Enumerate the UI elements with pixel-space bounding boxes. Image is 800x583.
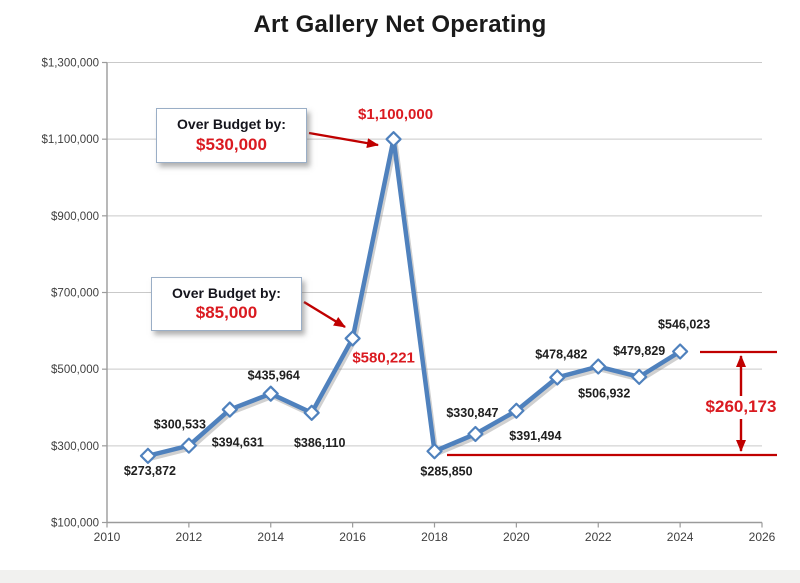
data-label-2014: $435,964 [248,369,300,383]
data-point-marker-2019 [467,425,484,443]
data-label-2018: $285,850 [420,464,472,478]
callout-arrow-1 [303,300,346,329]
data-point-marker-2014 [262,385,279,402]
chart-title: Art Gallery Net Operating [253,11,547,38]
data-label-2017: $1,100,000 [358,106,433,123]
callout-85k-title: Over Budget by: [172,284,281,301]
x-tick-label-2012: 2012 [176,530,203,544]
callout-arrow-0 [308,131,379,149]
data-point-marker-2018 [426,443,443,460]
data-point-marker-2015 [303,404,320,421]
x-tick-label-2024: 2024 [667,530,694,544]
data-point-marker-2021 [549,369,566,386]
y-tick-label-900000: $900,000 [51,211,99,223]
x-tick-label-2022: 2022 [585,530,612,544]
data-label-2015: $386,110 [294,436,345,450]
data-point-marker-2011 [139,447,157,464]
callout-530k-amount: $530,000 [196,134,267,154]
data-point-marker-2022 [590,358,607,375]
data-point-marker-2013 [221,401,238,418]
data-label-2024: $546,023 [658,318,710,332]
data-label-2016: $580,221 [352,349,415,366]
data-label-2023: $479,829 [613,344,665,358]
data-point-marker-2017 [385,131,402,148]
x-tick-label-2016: 2016 [339,530,366,544]
data-point-marker-2012 [180,437,197,454]
data-label-2012: $300,533 [154,418,206,432]
callout-530k-title: Over Budget by: [177,116,286,132]
data-label-2022: $506,932 [578,387,630,401]
x-tick-label-2014: 2014 [257,530,284,544]
callout-over-budget-530k: Over Budget by: $530,000 [156,108,307,163]
x-tick-label-2026: 2026 [749,530,776,544]
callout-85k-amount: $85,000 [195,303,258,323]
callout-over-budget-85k: Over Budget by: $85,000 [151,277,302,331]
data-point-marker-2023 [631,368,648,385]
data-point-marker-2024 [672,343,689,360]
data-point-marker-2020 [508,402,525,419]
data-label-2021: $478,482 [535,347,587,361]
y-tick-label-1100000: $1,100,000 [41,134,99,146]
x-tick-label-2018: 2018 [421,530,448,544]
bracket-difference-label: $260,173 [706,397,777,416]
data-point-marker-2016 [344,330,361,347]
y-tick-label-300000: $300,000 [51,441,99,453]
y-tick-label-1300000: $1,300,000 [41,58,99,70]
data-label-2019: $330,847 [446,406,498,420]
data-label-2013: $394,631 [212,436,264,450]
data-label-2011: $273,872 [124,464,176,478]
x-tick-label-2010: 2010 [94,530,121,544]
data-label-2020: $391,494 [509,429,561,443]
y-tick-label-500000: $500,000 [51,364,99,376]
y-tick-label-700000: $700,000 [51,288,99,300]
window-bottom-strip [0,570,800,583]
x-tick-label-2020: 2020 [503,530,530,544]
series-line [145,136,683,459]
y-tick-label-100000: $100,000 [51,518,99,530]
